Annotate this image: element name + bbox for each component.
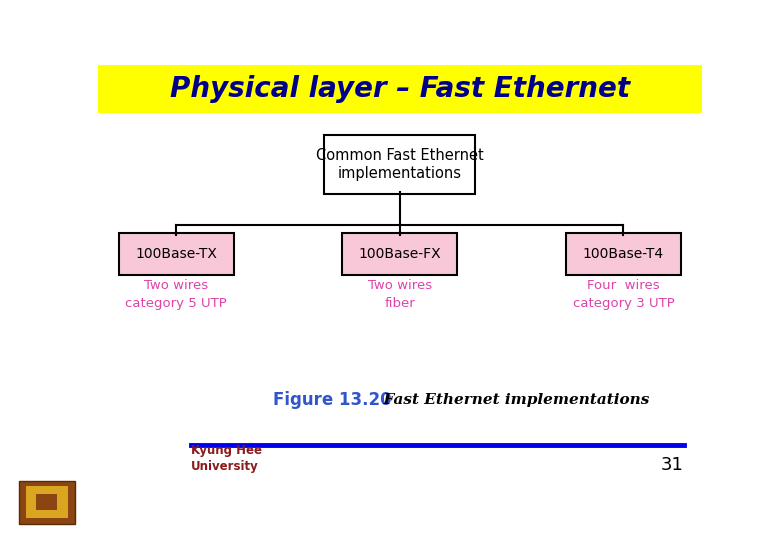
Text: 100Base-TX: 100Base-TX: [135, 247, 217, 261]
Text: Two wires
category 5 UTP: Two wires category 5 UTP: [126, 279, 227, 310]
FancyBboxPatch shape: [566, 233, 681, 275]
Bar: [26, 486, 68, 518]
FancyBboxPatch shape: [98, 65, 702, 113]
Bar: [36, 494, 57, 510]
Text: Fast Ethernet implementations: Fast Ethernet implementations: [373, 393, 649, 407]
Text: 100Base-T4: 100Base-T4: [583, 247, 664, 261]
Text: Figure 13.20: Figure 13.20: [273, 390, 392, 409]
Text: Four  wires
category 3 UTP: Four wires category 3 UTP: [573, 279, 674, 310]
Text: Two wires
fiber: Two wires fiber: [367, 279, 432, 310]
FancyBboxPatch shape: [342, 233, 457, 275]
Text: Common Fast Ethernet
implementations: Common Fast Ethernet implementations: [316, 148, 484, 181]
FancyBboxPatch shape: [119, 233, 233, 275]
Text: Kyung Hee
University: Kyung Hee University: [191, 444, 262, 473]
Text: Physical layer – Fast Ethernet: Physical layer – Fast Ethernet: [170, 75, 629, 103]
Bar: [19, 481, 75, 524]
Text: 100Base-FX: 100Base-FX: [359, 247, 441, 261]
Text: 31: 31: [661, 456, 684, 474]
FancyBboxPatch shape: [324, 136, 475, 194]
